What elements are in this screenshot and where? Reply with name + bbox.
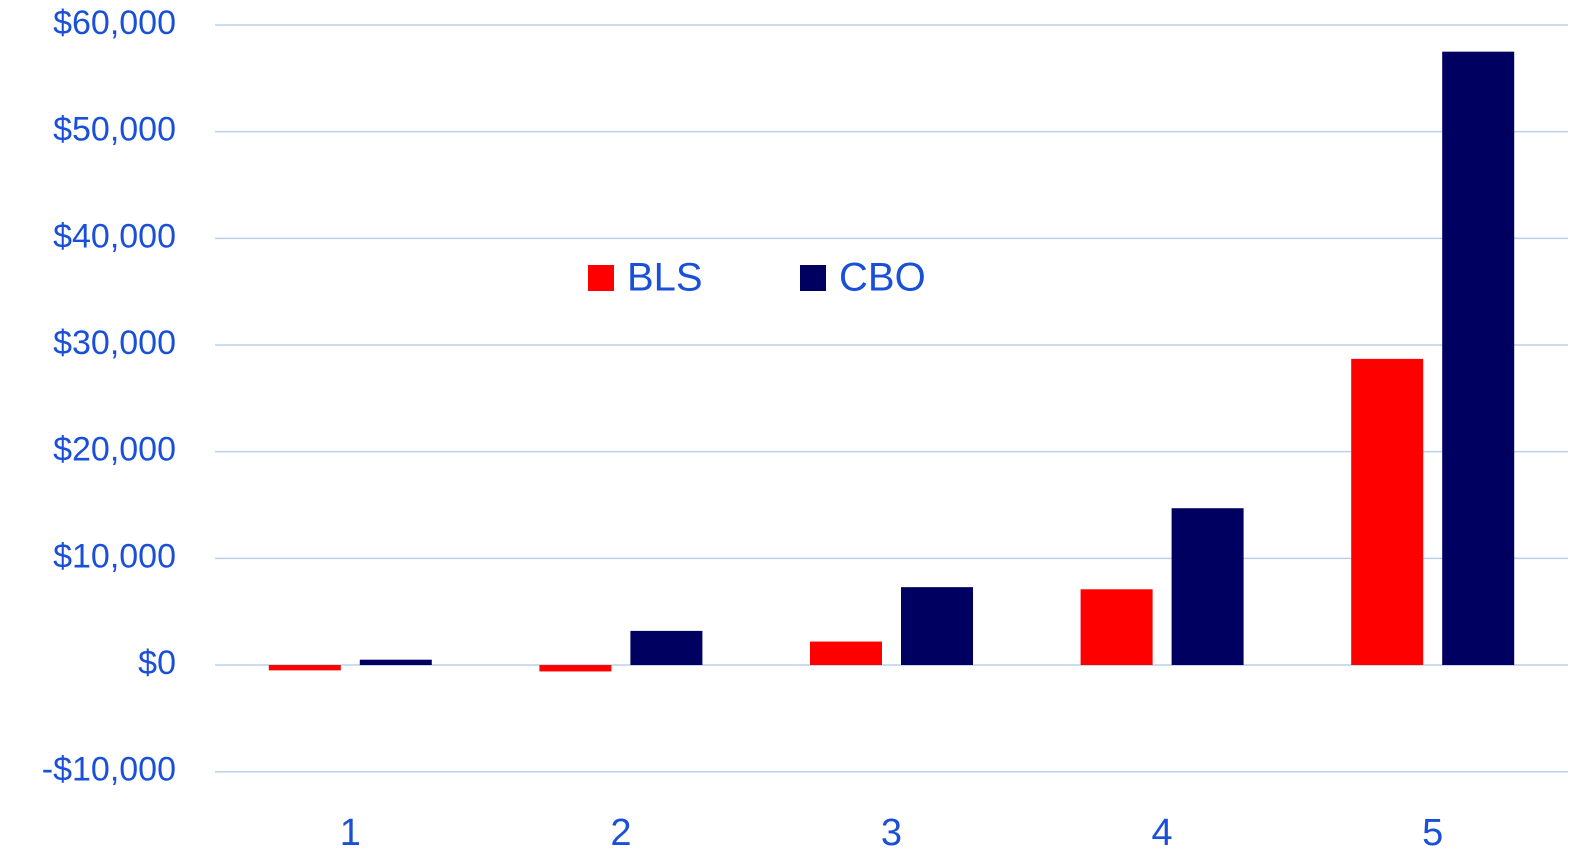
- y-tick-label: $20,000: [53, 431, 176, 469]
- y-tick-label: $40,000: [53, 217, 176, 255]
- x-tick-label: 2: [610, 812, 631, 854]
- x-tick-label: 5: [1422, 812, 1443, 854]
- y-tick-label: $0: [138, 644, 176, 682]
- bar: [630, 630, 703, 666]
- x-tick-label: 4: [1152, 812, 1173, 854]
- bar: [1351, 358, 1424, 666]
- bar: [1080, 589, 1153, 666]
- y-tick-label: $30,000: [53, 324, 176, 362]
- bar: [268, 665, 341, 671]
- legend-label: CBO: [839, 256, 926, 300]
- y-tick-label: $10,000: [53, 537, 176, 575]
- x-tick-label: 1: [340, 812, 361, 854]
- legend-swatch: [800, 265, 826, 291]
- bar: [901, 587, 973, 666]
- bar: [1442, 51, 1515, 666]
- bar: [810, 641, 882, 666]
- bar: [539, 665, 612, 672]
- bar: [1171, 508, 1244, 666]
- x-tick-label: 3: [881, 812, 902, 854]
- y-tick-label: $50,000: [53, 111, 176, 149]
- legend-swatch: [588, 265, 614, 291]
- legend-label: BLS: [627, 256, 703, 300]
- bar: [359, 659, 432, 666]
- y-tick-label: $60,000: [53, 4, 176, 42]
- y-tick-label: -$10,000: [42, 751, 176, 789]
